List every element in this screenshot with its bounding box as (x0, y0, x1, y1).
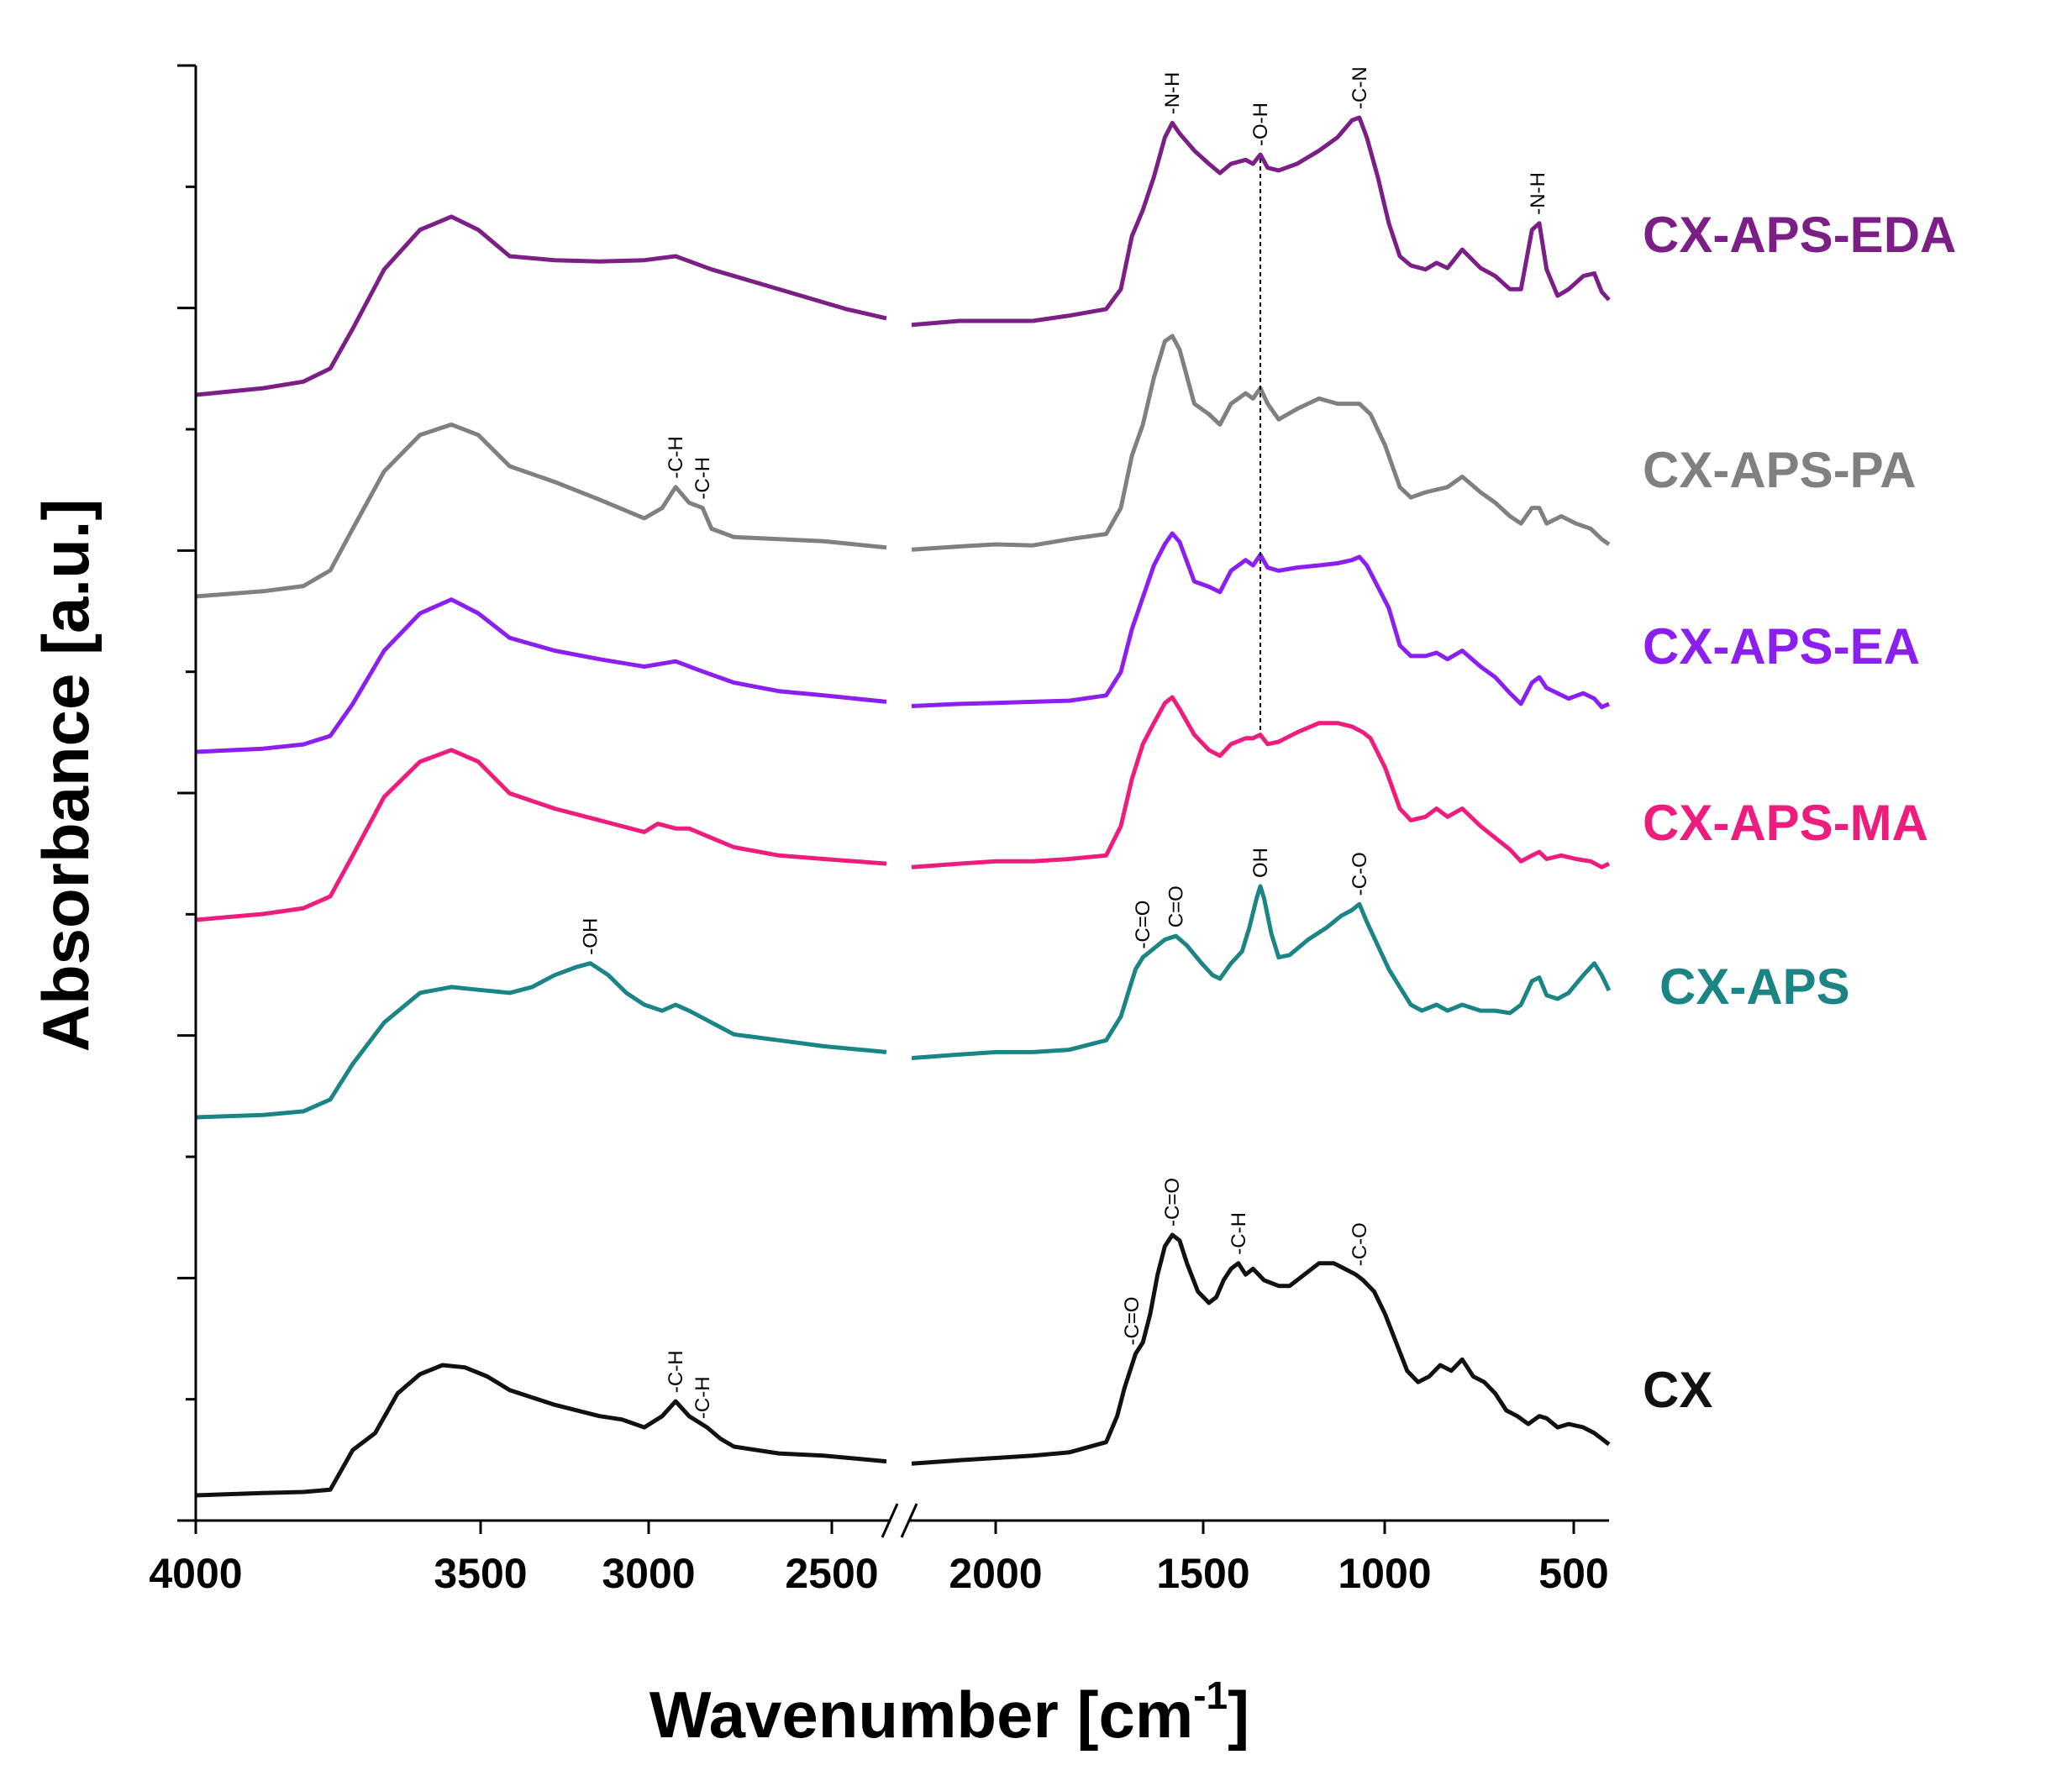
series-line-cx-aps-pa-left (195, 422, 887, 599)
series-line-cx-aps-right (911, 884, 1612, 1060)
x-tick-label: 3500 (434, 1550, 527, 1597)
peak-annotation: C=O (1165, 885, 1188, 927)
x-axis-title: Wavenumber [cm-1] (649, 1673, 1249, 1752)
legend-entry-cx-aps-ea: CX-APS-EA (1643, 618, 1920, 675)
peak-annotation: OH (1249, 848, 1272, 878)
x-axis-title-main: Wavenumber [cm (649, 1678, 1193, 1752)
legend-entry-cx: CX (1643, 1362, 1712, 1418)
x-tick-label: 500 (1538, 1550, 1608, 1597)
x-axis-title-close: ] (1228, 1678, 1249, 1752)
x-axis-title-sup: -1 (1193, 1673, 1228, 1717)
y-axis-title: Absorbance [a.u.] (29, 499, 103, 1053)
series-line-cx-aps-left (195, 961, 887, 1120)
series-line-cx-aps-ma-left (195, 748, 887, 922)
peak-annotation: -C-N (1349, 66, 1371, 109)
x-tick-label: 2000 (949, 1550, 1042, 1597)
plot-area (195, 115, 1612, 1498)
legend-entry-cx-aps-eda: CX-APS-EDA (1643, 207, 1956, 263)
axes: 4000 3500 3000 2500 2000 1500 1000 500 (149, 64, 1609, 1597)
x-tick-label: 3000 (602, 1550, 695, 1597)
peak-annotation: -O-H (1249, 102, 1272, 146)
legend-entry-cx-aps: CX-APS (1659, 959, 1850, 1015)
series-line-cx-aps-ea-right (911, 531, 1611, 710)
peak-annotation: -C-H (1228, 1212, 1250, 1255)
peak-annotation: -C=O (1121, 1296, 1144, 1345)
peak-annotation: -OH (580, 918, 602, 955)
axis-break-mark-1 (881, 1503, 899, 1538)
series-line-cx-aps-pa-right (911, 334, 1611, 552)
axis-break-mark-2 (900, 1503, 918, 1538)
peak-annotation: -N-H (1527, 172, 1549, 215)
peak-annotation: -C=O (1161, 1178, 1184, 1227)
x-tick-label: 4000 (149, 1550, 242, 1597)
peak-annotations: -N-H-O-H-C-N-N-H-C-H -C-H-OH -C=O C=OOH -C-O… (580, 66, 1549, 1419)
legend-entry-cx-aps-ma: CX-APS-MA (1643, 795, 1928, 851)
x-tick-label: 1000 (1338, 1550, 1431, 1597)
peak-annotation: -C-H (692, 1376, 714, 1419)
peak-annotation: -C-H (692, 457, 714, 500)
peak-annotation: -C=O (1132, 901, 1154, 949)
peak-annotation: -N-H (1161, 72, 1184, 115)
peak-annotation: -C-H (665, 1350, 687, 1393)
series-line-cx-aps-eda-right (911, 115, 1611, 328)
series-line-cx-left (195, 1363, 887, 1498)
series-line-cx-right (911, 1232, 1611, 1466)
series-line-cx-aps-ea-left (195, 597, 887, 754)
x-tick-label: 1500 (1156, 1550, 1249, 1597)
series-line-cx-aps-eda-left (195, 214, 887, 397)
peak-annotation: -C-O (1349, 852, 1371, 896)
legend-entry-cx-aps-pa: CX-APS-PA (1643, 442, 1917, 498)
series-line-cx-aps-ma-right (911, 695, 1611, 869)
legend: CX-APS-EDA CX-APS-PA CX-APS-EA CX-APS-MA CX-… (1643, 207, 1956, 1418)
x-tick-label: 2500 (785, 1550, 878, 1597)
peak-annotation: -C-O (1349, 1222, 1371, 1266)
peak-annotation: -C-H (665, 436, 687, 479)
